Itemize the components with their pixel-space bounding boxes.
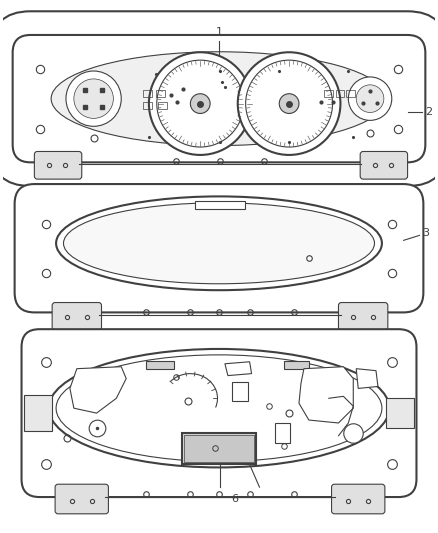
Bar xyxy=(324,90,332,97)
Circle shape xyxy=(356,85,384,112)
Ellipse shape xyxy=(64,203,374,284)
Circle shape xyxy=(191,94,210,114)
FancyBboxPatch shape xyxy=(34,151,82,179)
Bar xyxy=(146,361,173,369)
Bar xyxy=(158,102,167,109)
Bar xyxy=(195,201,245,209)
FancyBboxPatch shape xyxy=(55,484,109,514)
Text: 1: 1 xyxy=(215,27,223,37)
Bar xyxy=(156,90,165,97)
Polygon shape xyxy=(225,362,251,376)
FancyBboxPatch shape xyxy=(21,329,417,497)
Bar xyxy=(143,90,152,97)
Bar xyxy=(183,433,255,464)
Circle shape xyxy=(149,52,251,155)
Circle shape xyxy=(279,94,299,114)
Bar xyxy=(284,361,309,369)
FancyBboxPatch shape xyxy=(52,303,102,330)
FancyBboxPatch shape xyxy=(14,184,424,312)
Ellipse shape xyxy=(30,41,408,156)
Bar xyxy=(346,90,355,97)
Polygon shape xyxy=(299,367,353,423)
FancyBboxPatch shape xyxy=(360,151,408,179)
Text: 6: 6 xyxy=(231,494,238,504)
Bar xyxy=(184,435,254,463)
Ellipse shape xyxy=(56,196,382,290)
FancyBboxPatch shape xyxy=(332,484,385,514)
Bar xyxy=(275,423,290,443)
Circle shape xyxy=(348,77,392,120)
Bar xyxy=(143,102,152,109)
Text: 3: 3 xyxy=(422,229,429,238)
Circle shape xyxy=(74,79,113,118)
Ellipse shape xyxy=(51,52,387,146)
Bar xyxy=(386,398,413,428)
FancyBboxPatch shape xyxy=(339,303,388,330)
FancyBboxPatch shape xyxy=(0,11,438,186)
Circle shape xyxy=(238,52,340,155)
FancyBboxPatch shape xyxy=(13,35,425,163)
Polygon shape xyxy=(356,369,378,389)
Bar xyxy=(25,395,52,431)
Text: 2: 2 xyxy=(425,107,432,117)
Bar xyxy=(336,90,344,97)
Circle shape xyxy=(157,60,244,147)
Ellipse shape xyxy=(49,349,389,467)
Bar xyxy=(232,382,247,401)
Polygon shape xyxy=(70,367,126,413)
Circle shape xyxy=(66,71,121,126)
Circle shape xyxy=(246,60,332,147)
